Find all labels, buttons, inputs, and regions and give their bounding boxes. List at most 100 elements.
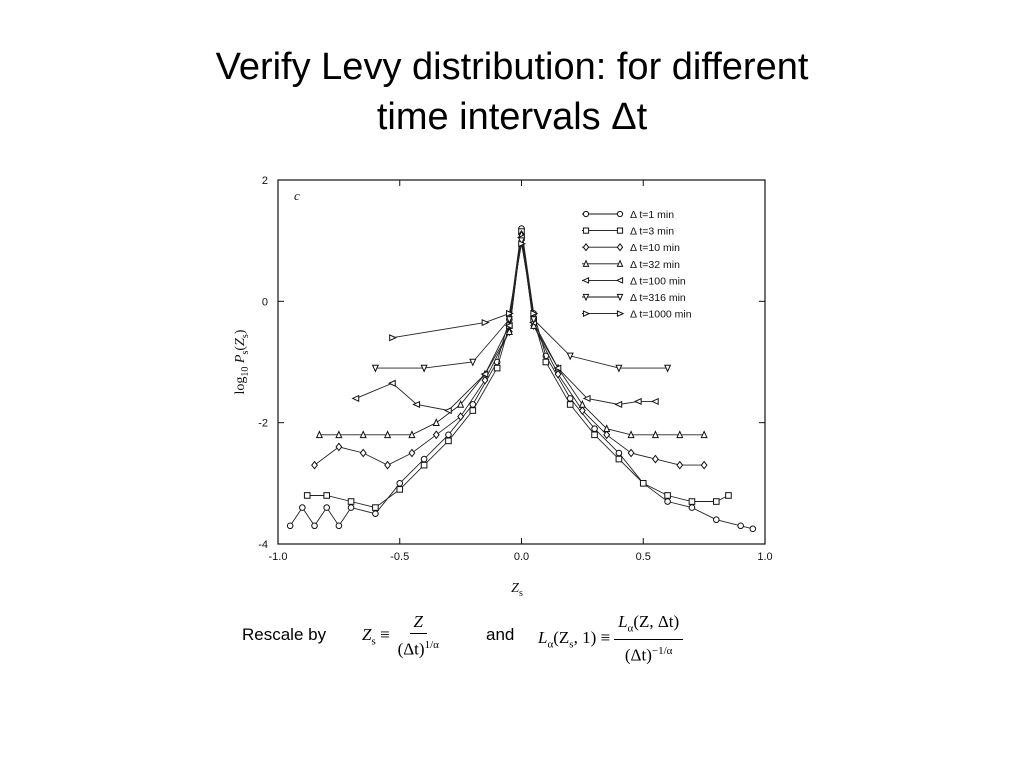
data-point bbox=[335, 430, 343, 439]
y-axis-label: log10 Ps(Zs) bbox=[233, 329, 251, 394]
data-point bbox=[299, 504, 306, 511]
x-tick-label: 0.5 bbox=[636, 551, 651, 563]
data-point bbox=[469, 407, 477, 414]
data-point bbox=[664, 492, 671, 499]
data-point bbox=[311, 460, 318, 470]
data-point bbox=[578, 406, 586, 415]
formula1-lhs-var: Z bbox=[362, 624, 372, 644]
data-point bbox=[591, 425, 598, 433]
data-point bbox=[615, 364, 623, 373]
legend-label: Δ t=1 min bbox=[630, 209, 674, 221]
x-axis-label: Zs bbox=[511, 581, 523, 599]
legend-marker-start bbox=[582, 242, 590, 252]
data-point bbox=[542, 358, 550, 366]
series-line bbox=[375, 240, 668, 369]
data-point bbox=[408, 448, 416, 458]
legend-marker-start bbox=[582, 310, 591, 317]
formula2-lhs-sub: α bbox=[547, 638, 554, 651]
data-point bbox=[480, 370, 489, 378]
rescale-row: Rescale by Zs ≡ Z (Δt)1/α and Lα(Zs, 1) … bbox=[242, 612, 782, 672]
y-axis-label-main: log bbox=[233, 377, 248, 395]
series-layer bbox=[286, 225, 757, 533]
ticks-layer: -1.0 -0.5 0.0 0.5 1.0 -4 -2 0 2 bbox=[258, 175, 772, 563]
data-point bbox=[700, 430, 708, 439]
data-point bbox=[412, 400, 421, 409]
x-tick-label: 0.0 bbox=[514, 551, 529, 563]
data-point bbox=[688, 504, 696, 511]
legend-entry: Δ t=32 min bbox=[582, 259, 680, 271]
data-point bbox=[676, 460, 684, 470]
data-point bbox=[323, 492, 331, 499]
formula1-numerator: Z bbox=[409, 612, 427, 634]
legend-marker-end bbox=[616, 227, 624, 234]
data-point bbox=[387, 379, 396, 387]
formula1-lhs: Zs ≡ bbox=[362, 624, 390, 648]
y-axis-label-arg: ( bbox=[233, 346, 248, 351]
data-point bbox=[420, 461, 428, 469]
title-line-1: Verify Levy distribution: for different bbox=[215, 46, 809, 88]
legend-marker-start bbox=[582, 293, 590, 302]
legend-label: Δ t=1000 min bbox=[630, 309, 692, 321]
formula2-lhs-args: (Z bbox=[553, 627, 570, 647]
data-point bbox=[615, 449, 623, 457]
legend-entry: Δ t=1 min bbox=[582, 209, 674, 221]
data-point bbox=[315, 430, 323, 439]
data-point bbox=[505, 327, 513, 335]
y-axis-label-sub2: s bbox=[240, 351, 251, 355]
data-point bbox=[408, 430, 416, 439]
data-point bbox=[303, 492, 311, 499]
data-point bbox=[493, 364, 501, 372]
data-point bbox=[286, 522, 294, 530]
legend-label: Δ t=10 min bbox=[630, 242, 680, 254]
formula2-numerator: Lα(Z, Δt) bbox=[614, 612, 684, 641]
data-point bbox=[359, 448, 367, 458]
data-point bbox=[347, 504, 355, 511]
data-point bbox=[578, 399, 586, 408]
data-point bbox=[359, 430, 367, 439]
formula1-num-var: Z bbox=[413, 612, 423, 631]
data-point bbox=[554, 369, 562, 379]
legend-marker-start bbox=[581, 277, 590, 284]
formula2-lhs-args-sub: s bbox=[569, 638, 574, 651]
data-point bbox=[639, 480, 647, 487]
data-point bbox=[614, 400, 623, 409]
formula2-lhs-fn: L bbox=[538, 627, 548, 647]
data-point bbox=[591, 431, 598, 439]
formula2-lhs-args-tail: , 1) bbox=[573, 627, 597, 647]
y-tick-label: -2 bbox=[258, 418, 268, 430]
data-point bbox=[530, 316, 538, 325]
data-point bbox=[506, 309, 514, 318]
legend-label: Δ t=316 min bbox=[630, 292, 686, 304]
data-point bbox=[633, 397, 642, 406]
y-tick-label: -4 bbox=[258, 539, 268, 551]
data-point bbox=[371, 364, 379, 373]
series-6 bbox=[389, 240, 539, 342]
data-point bbox=[311, 522, 318, 530]
x-tick-label: -0.5 bbox=[390, 551, 409, 563]
data-point bbox=[603, 430, 611, 440]
x-tick-label: -1.0 bbox=[269, 551, 288, 563]
formula2-num-fn: L bbox=[618, 612, 628, 631]
data-point bbox=[615, 455, 623, 463]
data-point bbox=[443, 406, 452, 415]
data-point bbox=[566, 352, 574, 361]
data-point bbox=[553, 364, 562, 372]
data-point bbox=[737, 522, 744, 530]
formula1-denominator: (Δt)1/α bbox=[394, 634, 443, 660]
legend-marker-start bbox=[582, 227, 590, 234]
chart-container: -1.0 -0.5 0.0 0.5 1.0 -4 -2 0 2 Δ t=1 min Δ t=3 m… bbox=[230, 172, 790, 602]
formula1-lhs-sub: s bbox=[371, 635, 376, 648]
formula-levy: Lα(Zs, 1) ≡ Lα(Z, Δt) (Δt)−1/α bbox=[538, 612, 684, 666]
series-5 bbox=[371, 237, 672, 373]
legend-entry: Δ t=10 min bbox=[582, 242, 680, 254]
data-point bbox=[383, 430, 392, 439]
y-axis-label-fn: P bbox=[233, 354, 248, 367]
x-axis-label-main: Z bbox=[511, 581, 519, 596]
y-axis-label-close: ) bbox=[233, 329, 248, 334]
data-point bbox=[372, 510, 379, 517]
data-point bbox=[469, 358, 477, 367]
formula2-num-args: (Z, Δt) bbox=[633, 612, 680, 631]
data-point bbox=[457, 399, 465, 408]
legend-label: Δ t=3 min bbox=[630, 226, 674, 238]
legend-entry: Δ t=100 min bbox=[581, 275, 686, 287]
